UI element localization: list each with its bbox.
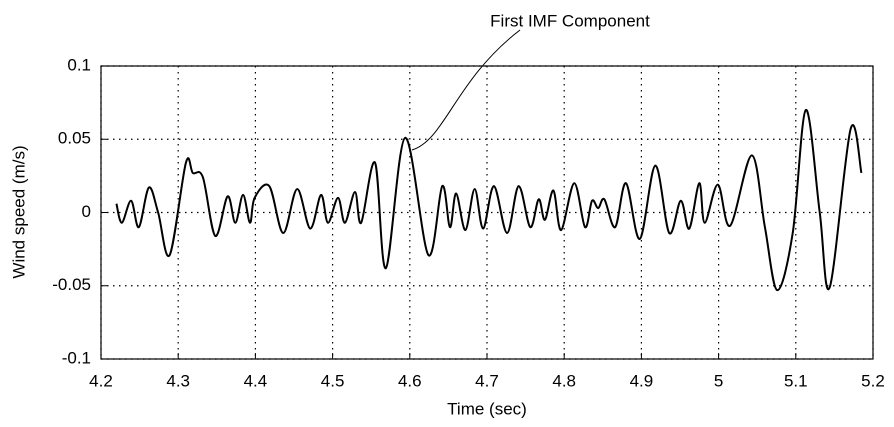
y-tick-label: 0.1 — [67, 55, 91, 74]
x-tick-label: 4.2 — [89, 371, 113, 390]
x-tick-label: 5 — [714, 371, 723, 390]
annotation: First IMF Component — [490, 11, 650, 30]
x-tick-label: 4.9 — [630, 371, 654, 390]
x-tick-label: 4.4 — [244, 371, 268, 390]
x-tick-label: 4.8 — [552, 371, 576, 390]
x-tick-label: 4.3 — [166, 371, 190, 390]
y-tick-label: -0.1 — [62, 348, 91, 367]
x-tick-label: 5.2 — [861, 371, 885, 390]
y-tick-label: -0.05 — [52, 275, 91, 294]
x-tick-label: 4.6 — [398, 371, 422, 390]
x-tick-label: 5.1 — [784, 371, 808, 390]
y-tick-label: 0 — [82, 202, 91, 221]
data-line — [115, 108, 863, 292]
x-tick-label: 4.7 — [475, 371, 499, 390]
annotation-leader — [411, 29, 521, 151]
plot-frame — [100, 65, 874, 360]
y-axis-label: Wind speed (m/s) — [9, 145, 28, 278]
x-axis-label: Time (sec) — [447, 399, 527, 418]
y-tick-label: 0.05 — [58, 129, 91, 148]
x-tick-label: 4.5 — [321, 371, 345, 390]
